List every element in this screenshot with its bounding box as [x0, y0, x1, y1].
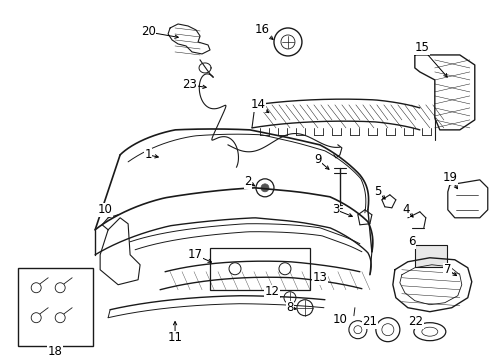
Text: 7: 7	[444, 263, 452, 276]
Text: 15: 15	[415, 41, 429, 54]
Text: 4: 4	[402, 203, 410, 216]
Text: 5: 5	[374, 185, 382, 198]
Bar	[18, 268, 93, 346]
Text: 3: 3	[332, 203, 340, 216]
Text: 16: 16	[254, 23, 270, 36]
Text: 13: 13	[313, 271, 327, 284]
Text: 21: 21	[363, 315, 377, 328]
Text: 10: 10	[98, 203, 113, 216]
Text: 23: 23	[183, 78, 197, 91]
Bar	[415, 245, 447, 267]
Text: 9: 9	[314, 153, 321, 166]
Text: 18: 18	[48, 345, 63, 358]
Text: 11: 11	[168, 331, 183, 344]
Text: 22: 22	[408, 315, 423, 328]
Text: 19: 19	[442, 171, 457, 184]
Text: 20: 20	[141, 26, 155, 39]
Text: 12: 12	[265, 285, 279, 298]
Text: 1: 1	[145, 148, 152, 161]
Circle shape	[261, 184, 269, 192]
Text: 6: 6	[408, 235, 416, 248]
Text: 17: 17	[188, 248, 202, 261]
Text: 2: 2	[244, 175, 252, 188]
Text: 14: 14	[250, 98, 266, 111]
Bar	[210, 248, 310, 290]
Text: 8: 8	[286, 301, 294, 314]
Text: 10: 10	[333, 313, 347, 326]
